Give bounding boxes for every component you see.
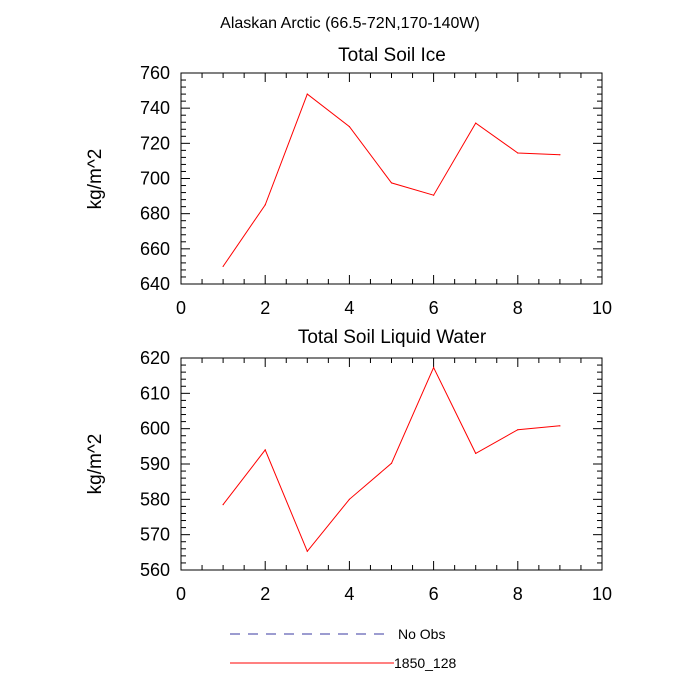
y-tick-label: 660 [140,239,170,259]
data-point [306,550,308,552]
y-tick-label: 760 [140,63,170,83]
x-tick-label: 10 [592,298,612,318]
panel-total-soil-liquid-water: Total Soil Liquid Water kg/m^2 0 2 4 6 8 10 56… [85,327,612,604]
data-point [517,152,519,154]
x-tick-label: 10 [592,584,612,604]
y-tick-label: 620 [140,348,170,368]
plot-frame [180,357,603,571]
legend: No Obs 1850_128 [230,626,457,671]
plot-frame [180,72,603,285]
data-point [306,93,308,95]
y-tick-label: 640 [140,274,170,294]
data-point [222,504,224,506]
y-tick-label: 680 [140,204,170,224]
x-tick-label: 0 [176,298,186,318]
series-line-1850_128 [222,93,560,267]
x-tick-label: 8 [513,298,523,318]
x-tick-label: 0 [176,584,186,604]
series-line-1850_128 [222,366,560,553]
legend-label-no-obs: No Obs [398,626,445,642]
data-point [348,498,350,500]
x-tick-label: 6 [429,298,439,318]
panel-title: Total Soil Ice [338,45,446,66]
data-point [433,366,435,369]
y-tick-label: 570 [140,525,170,545]
data-point [433,194,435,196]
data-point [475,122,477,124]
data-point [348,126,350,128]
y-tick-label: 560 [140,560,170,580]
y-tick-label: 740 [140,98,170,118]
data-point [264,449,266,451]
x-tick-label: 4 [344,584,354,604]
legend-label-1850-128: 1850_128 [394,655,457,671]
data-point [517,429,519,431]
x-tick-label: 8 [513,584,523,604]
data-point [264,204,266,206]
data-point [390,462,393,464]
x-tick-label: 4 [344,298,354,318]
data-point [475,452,477,454]
data-point [559,154,561,156]
panel-total-soil-ice: Total Soil Ice kg/m^2 0 2 4 6 8 10 640 660 680 70… [85,45,612,318]
y-tick-label: 590 [140,454,170,474]
panel-title: Total Soil Liquid Water [298,327,487,348]
y-tick-label: 600 [140,419,170,439]
y-tick-label: 580 [140,489,170,509]
y-tick-label: 610 [140,383,170,403]
data-point [390,182,393,184]
y-axis-label: kg/m^2 [85,434,106,495]
x-tick-label: 6 [429,584,439,604]
x-tick-label: 2 [260,584,270,604]
y-tick-label: 700 [140,169,170,189]
y-axis-label: kg/m^2 [85,149,106,210]
data-point [559,425,561,427]
data-point [222,265,224,268]
y-tick-label: 720 [140,133,170,153]
x-tick-label: 2 [260,298,270,318]
figure-title: Alaskan Arctic (66.5-72N,170-140W) [220,15,480,32]
